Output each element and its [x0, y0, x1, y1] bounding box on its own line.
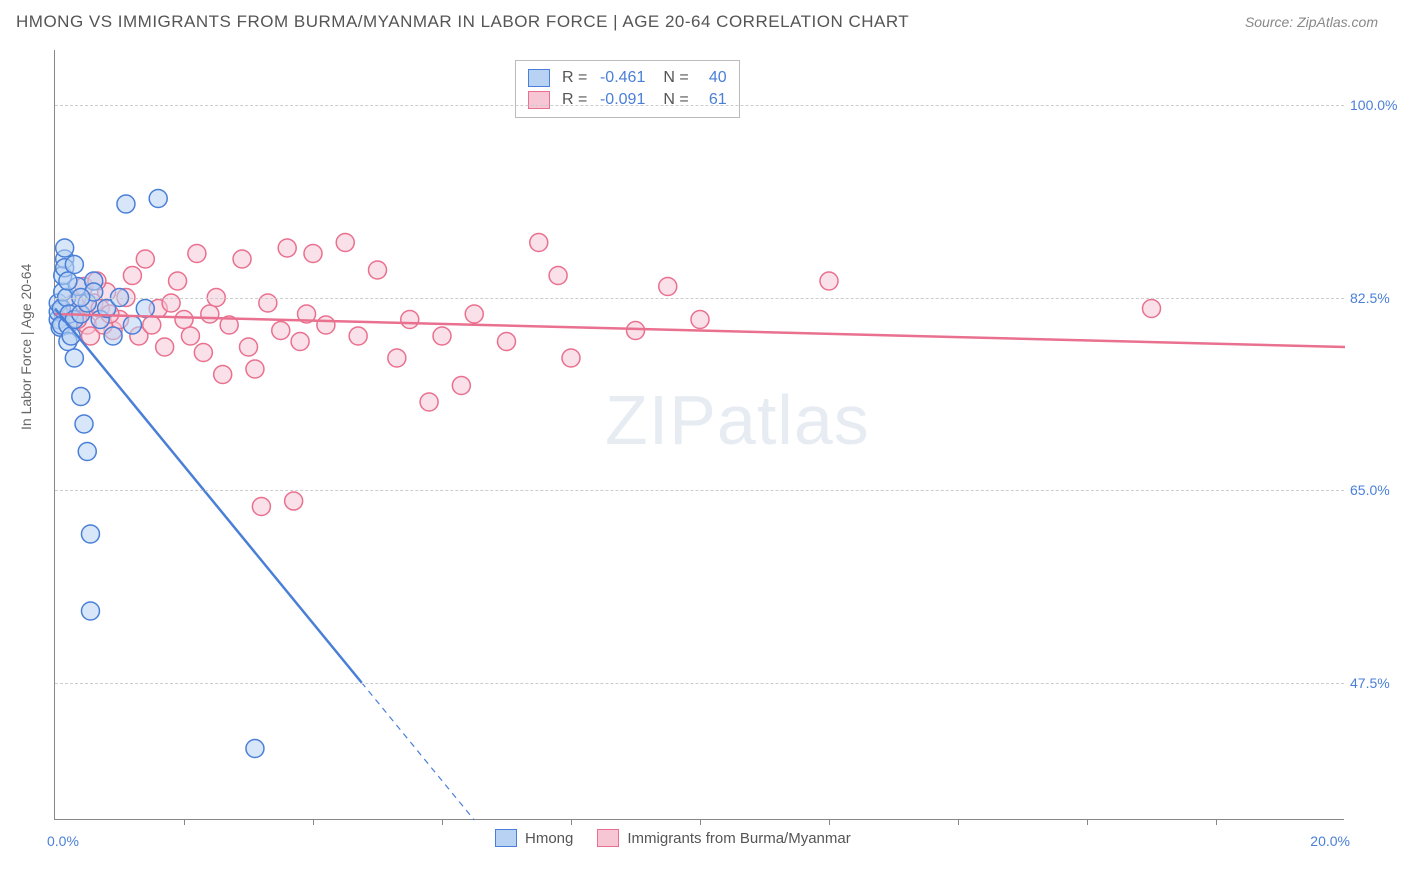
- data-point: [388, 349, 406, 367]
- x-tick: [313, 819, 314, 825]
- y-tick-label: 65.0%: [1350, 482, 1402, 498]
- regression-line: [55, 309, 362, 683]
- data-point: [78, 443, 96, 461]
- swatch-pink-2: [597, 829, 619, 847]
- x-tick: [184, 819, 185, 825]
- swatch-pink: [528, 91, 550, 109]
- data-point: [433, 327, 451, 345]
- swatch-blue: [528, 69, 550, 87]
- data-point: [104, 327, 122, 345]
- data-point: [285, 492, 303, 510]
- data-point: [498, 333, 516, 351]
- data-point: [233, 250, 251, 268]
- data-point: [691, 311, 709, 329]
- data-point: [65, 256, 83, 274]
- data-point: [59, 272, 77, 290]
- chart-title: HMONG VS IMMIGRANTS FROM BURMA/MYANMAR I…: [16, 12, 909, 32]
- data-point: [420, 393, 438, 411]
- data-point: [136, 300, 154, 318]
- data-point: [214, 366, 232, 384]
- x-tick: [571, 819, 572, 825]
- chart-plot-area: ZIPatlas R = -0.461 N = 40 R = -0.091 N …: [54, 50, 1344, 820]
- data-point: [81, 602, 99, 620]
- data-point: [304, 245, 322, 263]
- data-point: [465, 305, 483, 323]
- data-point: [349, 327, 367, 345]
- data-point: [201, 305, 219, 323]
- data-point: [56, 239, 74, 257]
- data-point: [246, 740, 264, 758]
- data-point: [136, 250, 154, 268]
- data-point: [562, 349, 580, 367]
- data-point: [252, 498, 270, 516]
- data-point: [194, 344, 212, 362]
- data-point: [117, 195, 135, 213]
- data-point: [659, 278, 677, 296]
- data-point: [75, 415, 93, 433]
- x-tick: [958, 819, 959, 825]
- data-point: [143, 316, 161, 334]
- data-point: [175, 311, 193, 329]
- x-tick: [1087, 819, 1088, 825]
- data-point: [72, 388, 90, 406]
- data-point: [123, 267, 141, 285]
- y-tick-label: 47.5%: [1350, 675, 1402, 691]
- legend-item-burma: Immigrants from Burma/Myanmar: [597, 829, 850, 847]
- data-point: [65, 349, 83, 367]
- data-point: [181, 327, 199, 345]
- scatter-plot-svg: [55, 50, 1344, 819]
- data-point: [291, 333, 309, 351]
- data-point: [627, 322, 645, 340]
- data-point: [149, 190, 167, 208]
- data-point: [246, 360, 264, 378]
- gridline-h: [55, 105, 1344, 106]
- data-point: [820, 272, 838, 290]
- data-point: [272, 322, 290, 340]
- source-attribution: Source: ZipAtlas.com: [1245, 14, 1378, 30]
- x-tick: [442, 819, 443, 825]
- y-tick-label: 100.0%: [1350, 97, 1402, 113]
- data-point: [81, 525, 99, 543]
- data-point: [169, 272, 187, 290]
- swatch-blue-2: [495, 829, 517, 847]
- x-tick-right: 20.0%: [1310, 833, 1350, 849]
- series-legend: Hmong Immigrants from Burma/Myanmar: [495, 829, 851, 847]
- data-point: [369, 261, 387, 279]
- data-point: [156, 338, 174, 356]
- correlation-legend: R = -0.461 N = 40 R = -0.091 N = 61: [515, 60, 740, 118]
- legend-row-hmong: R = -0.461 N = 40: [528, 67, 727, 89]
- data-point: [123, 316, 141, 334]
- y-axis-label: In Labor Force | Age 20-64: [18, 264, 34, 430]
- y-tick-label: 82.5%: [1350, 290, 1402, 306]
- legend-row-burma: R = -0.091 N = 61: [528, 89, 727, 111]
- data-point: [317, 316, 335, 334]
- data-point: [336, 234, 354, 252]
- gridline-h: [55, 683, 1344, 684]
- data-point: [278, 239, 296, 257]
- data-point: [401, 311, 419, 329]
- gridline-h: [55, 298, 1344, 299]
- gridline-h: [55, 490, 1344, 491]
- regression-line: [362, 683, 475, 821]
- data-point: [549, 267, 567, 285]
- data-point: [530, 234, 548, 252]
- data-point: [452, 377, 470, 395]
- data-point: [240, 338, 258, 356]
- data-point: [188, 245, 206, 263]
- x-tick-left: 0.0%: [47, 833, 79, 849]
- data-point: [1143, 300, 1161, 318]
- x-tick: [700, 819, 701, 825]
- x-tick: [829, 819, 830, 825]
- legend-item-hmong: Hmong: [495, 829, 573, 847]
- x-tick: [1216, 819, 1217, 825]
